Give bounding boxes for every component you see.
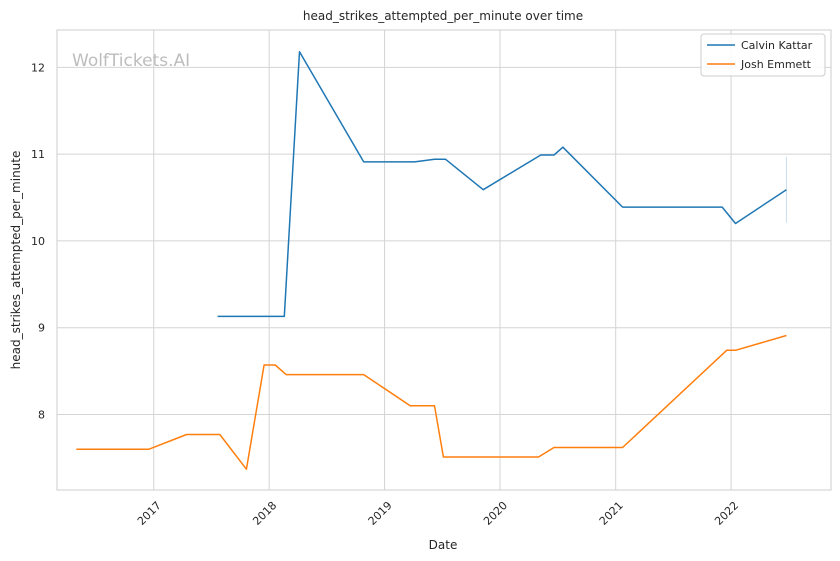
x-axis-ticks: 2017 2018 2019 2020 2021 2022 <box>135 499 741 528</box>
y-tick-label: 8 <box>38 408 45 421</box>
x-tick-label: 2020 <box>481 499 510 528</box>
series-line-calvin-kattar <box>217 50 787 318</box>
y-tick-label: 12 <box>31 61 45 74</box>
x-tick-label: 2022 <box>712 499 741 528</box>
x-axis-title: Date <box>429 538 458 552</box>
x-tick-label: 2019 <box>366 499 395 528</box>
legend-label-calvin-kattar: Calvin Kattar <box>741 39 813 52</box>
legend-label-josh-emmett: Josh Emmett <box>740 58 812 71</box>
plot-frame <box>56 29 832 491</box>
y-axis-title: head_strikes_attempted_per_minute <box>9 151 23 370</box>
chart-title: head_strikes_attempted_per_minute over t… <box>303 9 583 23</box>
series-lines <box>76 50 787 470</box>
series-line-josh-emmett <box>76 334 787 470</box>
y-tick-label: 10 <box>31 235 45 248</box>
legend: Calvin Kattar Josh Emmett <box>700 33 826 77</box>
x-tick-label: 2017 <box>135 499 164 528</box>
x-tick-label: 2018 <box>250 499 279 528</box>
watermark: WolfTickets.AI <box>72 51 190 71</box>
x-tick-label: 2021 <box>597 499 626 528</box>
y-tick-label: 9 <box>38 322 45 335</box>
grid <box>57 30 831 490</box>
y-axis-ticks: 8 9 10 11 12 <box>31 61 45 421</box>
y-tick-label: 11 <box>31 148 45 161</box>
